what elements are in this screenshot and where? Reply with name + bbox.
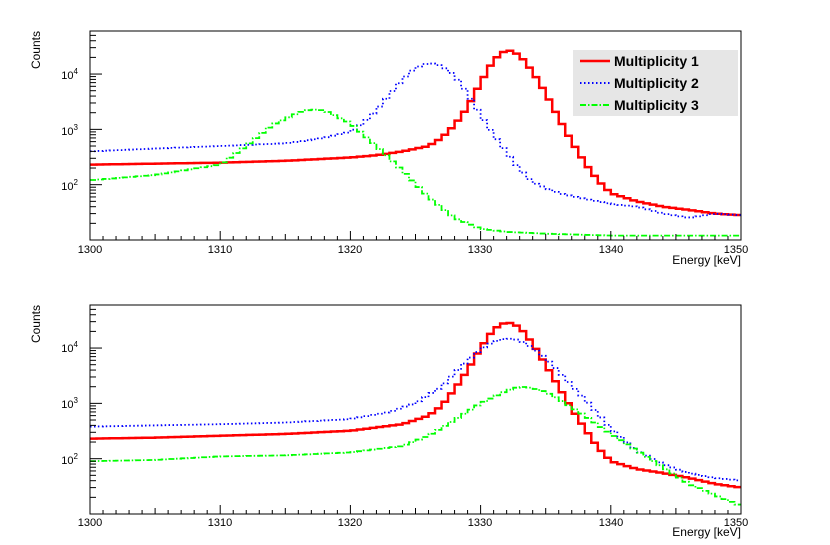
top-x-tick-label-1320: 1320 [338, 244, 362, 256]
top-x-tick-label-1310: 1310 [208, 244, 232, 256]
bottom-ticks [89, 304, 742, 515]
panel-top: 1300 1310 1320 1330 1340 1350 102 103 10… [29, 30, 748, 267]
legend-label-multiplicity-2: Multiplicity 2 [614, 75, 699, 91]
top-y-tick-1000-base: 10 [61, 126, 73, 138]
bottom-plot-frame [89, 304, 742, 515]
bottom-y-tick-label-1000: 103 [61, 396, 78, 411]
bottom-y-tick-10000-exp: 4 [74, 340, 79, 349]
top-x-tick-label-1330: 1330 [468, 244, 492, 256]
bottom-y-tick-10000-base: 10 [61, 343, 73, 355]
panel-bottom: 1300 1310 1320 1330 1340 1350 102 103 10… [29, 304, 748, 539]
top-x-tick-label-1340: 1340 [599, 244, 623, 256]
bottom-series-multiplicity-2 [90, 337, 741, 482]
bottom-series-multiplicity-1 [90, 321, 741, 489]
bottom-x-tick-label-1320: 1320 [338, 517, 362, 529]
bottom-x-tick-label-1330: 1330 [468, 517, 492, 529]
top-y-tick-label-10000: 104 [61, 67, 78, 82]
top-series-multiplicity-1 [90, 49, 741, 217]
top-x-tick-label-1300: 1300 [78, 244, 102, 256]
top-x-tick-label-1350: 1350 [724, 244, 748, 256]
top-y-tick-label-1000: 103 [61, 123, 78, 138]
bottom-y-tick-label-100: 102 [61, 452, 78, 467]
bottom-x-tick-label-1310: 1310 [208, 517, 232, 529]
top-ticks [89, 30, 742, 241]
legend-label-multiplicity-1: Multiplicity 1 [614, 53, 699, 69]
top-y-tick-10000-exp: 4 [74, 67, 79, 76]
top-series-layer [90, 49, 741, 237]
bottom-x-tick-label-1340: 1340 [599, 517, 623, 529]
bottom-y-axis-title: Counts [29, 305, 43, 343]
top-y-tick-1000-exp: 3 [74, 123, 79, 132]
bottom-y-tick-label-10000: 104 [61, 340, 78, 355]
bottom-y-tick-100-exp: 2 [74, 452, 79, 461]
top-x-axis-title: Energy [keV] [672, 253, 741, 267]
bottom-y-tick-100-base: 10 [61, 455, 73, 467]
bottom-series-multiplicity-3 [90, 386, 741, 506]
top-y-tick-100-exp: 2 [74, 178, 79, 187]
top-y-axis-title: Counts [29, 31, 43, 69]
top-y-tick-100-base: 10 [61, 181, 73, 193]
bottom-y-tick-1000-base: 10 [61, 399, 73, 411]
bottom-x-axis-title: Energy [keV] [672, 525, 741, 539]
legend: Multiplicity 1 Multiplicity 2 Multiplici… [573, 50, 738, 116]
bottom-series-layer [90, 321, 741, 506]
top-y-tick-10000-base: 10 [61, 70, 73, 82]
top-series-multiplicity-3 [90, 108, 741, 237]
legend-label-multiplicity-3: Multiplicity 3 [614, 97, 699, 113]
bottom-y-tick-1000-exp: 3 [74, 396, 79, 405]
top-y-tick-label-100: 102 [61, 178, 78, 193]
bottom-x-tick-label-1300: 1300 [78, 517, 102, 529]
bottom-x-tick-label-1350: 1350 [724, 517, 748, 529]
